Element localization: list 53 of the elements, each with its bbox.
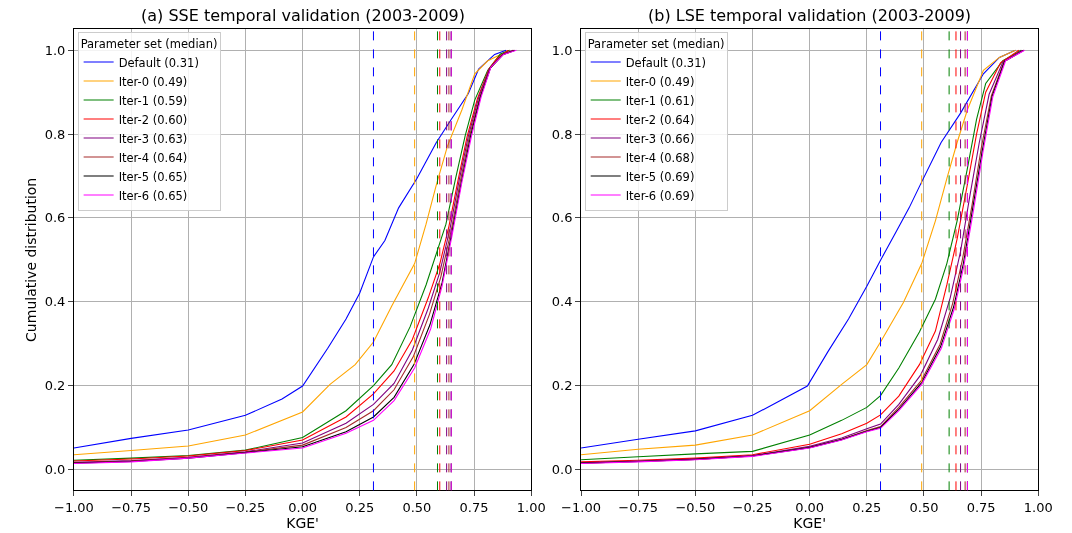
x-tick-label: 1.00 bbox=[516, 499, 546, 515]
x-tick-label: 0.50 bbox=[909, 499, 939, 515]
chart-title: (b) LSE temporal validation (2003-2009) bbox=[648, 6, 972, 25]
x-tick-label: −1.00 bbox=[54, 499, 94, 515]
x-tick-label: 0.75 bbox=[966, 499, 996, 515]
x-tick-label: 0.00 bbox=[288, 499, 318, 515]
x-tick-label: 1.00 bbox=[1023, 499, 1053, 515]
x-tick-label: 0.50 bbox=[402, 499, 432, 515]
legend-label: Iter-0 (0.49) bbox=[625, 74, 695, 89]
legend-label: Iter-3 (0.66) bbox=[625, 131, 695, 146]
x-axis-title: KGE' bbox=[286, 514, 319, 531]
x-tick-label: −0.50 bbox=[168, 499, 209, 515]
legend-label: Default (0.31) bbox=[118, 55, 199, 70]
x-tick-label: 0.00 bbox=[795, 499, 825, 515]
legend-label: Iter-6 (0.65) bbox=[118, 188, 188, 203]
y-tick-label: 1.0 bbox=[44, 42, 66, 58]
legend-label: Iter-0 (0.49) bbox=[118, 74, 188, 89]
x-axis-title: KGE' bbox=[793, 514, 827, 531]
x-tick-label: −0.75 bbox=[111, 499, 152, 515]
y-tick-label: 0.2 bbox=[44, 378, 66, 394]
legend-label: Iter-1 (0.61) bbox=[625, 93, 695, 108]
legend-title: Parameter set (median) bbox=[587, 36, 725, 51]
y-tick-label: 0.6 bbox=[551, 210, 573, 226]
legend-label: Iter-5 (0.65) bbox=[118, 169, 188, 184]
legend-label: Iter-5 (0.69) bbox=[625, 169, 695, 184]
x-tick-label: 0.75 bbox=[459, 499, 489, 515]
x-tick-label: −0.25 bbox=[732, 499, 773, 515]
legend-label: Default (0.31) bbox=[625, 55, 706, 70]
legend-label: Iter-4 (0.64) bbox=[118, 150, 188, 165]
x-tick-label: −0.75 bbox=[618, 499, 659, 515]
y-tick-label: 1.0 bbox=[551, 42, 573, 58]
x-tick-label: −0.25 bbox=[225, 499, 266, 515]
legend-label: Iter-3 (0.63) bbox=[118, 131, 188, 146]
y-tick-label: 0.8 bbox=[44, 126, 66, 142]
legend-label: Iter-2 (0.64) bbox=[625, 112, 695, 127]
legend-label: Iter-2 (0.60) bbox=[118, 112, 188, 127]
legend-label: Iter-4 (0.68) bbox=[625, 150, 695, 165]
y-tick-label: 0.0 bbox=[551, 461, 573, 477]
y-axis-title: Cumulative distribution bbox=[23, 177, 40, 342]
x-tick-label: 0.25 bbox=[345, 499, 375, 515]
legend-label: Iter-6 (0.69) bbox=[625, 188, 695, 203]
y-tick-label: 0.6 bbox=[44, 210, 66, 226]
y-tick-label: 0.0 bbox=[44, 461, 66, 477]
legend-label: Iter-1 (0.59) bbox=[118, 93, 188, 108]
y-tick-label: 0.8 bbox=[551, 126, 573, 142]
x-tick-label: 0.25 bbox=[852, 499, 882, 515]
chart-title: (a) SSE temporal validation (2003-2009) bbox=[141, 6, 465, 25]
y-tick-label: 0.2 bbox=[551, 378, 573, 394]
x-tick-label: −1.00 bbox=[561, 499, 601, 515]
y-tick-label: 0.4 bbox=[44, 294, 66, 310]
y-tick-label: 0.4 bbox=[551, 294, 573, 310]
x-tick-label: −0.50 bbox=[675, 499, 716, 515]
legend-title: Parameter set (median) bbox=[80, 36, 218, 51]
